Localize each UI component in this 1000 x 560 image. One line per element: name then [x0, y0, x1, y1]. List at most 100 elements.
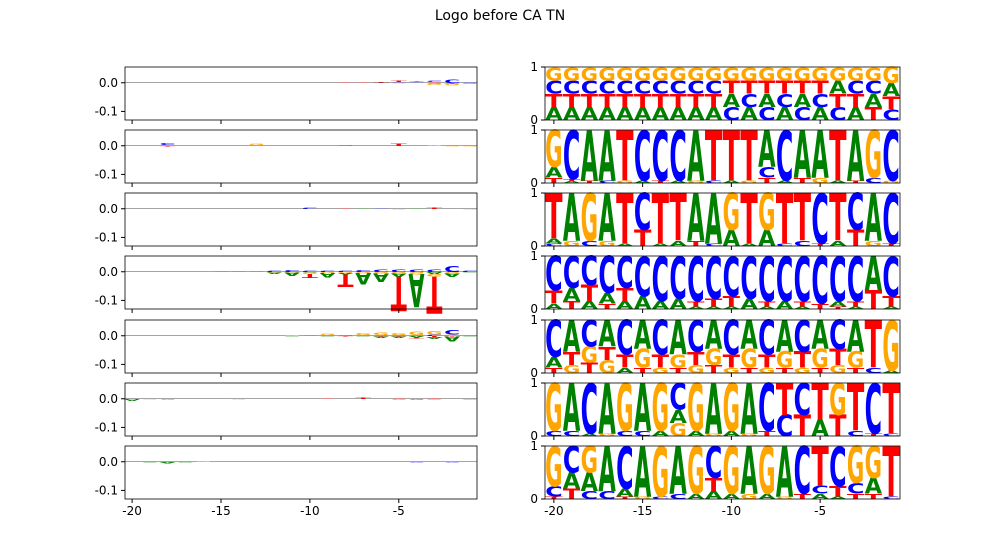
freq-letter-t: T: [794, 180, 811, 256]
freq-letter-a: A: [634, 312, 651, 359]
freq-letter-c: C: [687, 246, 704, 317]
axes-frame: [124, 445, 478, 500]
freq-letter-a: A: [847, 103, 865, 124]
freq-letter-g: G: [598, 356, 615, 377]
freq-letter-t: T: [652, 351, 669, 372]
freq-letter-a: A: [758, 306, 776, 310]
freq-letter-a: A: [687, 103, 705, 124]
freq-letter-g: G: [616, 64, 633, 85]
x-tick-label: -20: [122, 504, 142, 518]
freq-letter-t: T: [811, 437, 828, 500]
freq-letter-a: A: [669, 311, 687, 366]
freq-letter-t: T: [740, 118, 758, 198]
freq-letter-a: A: [581, 103, 599, 124]
weight-letter-t: T: [426, 398, 443, 399]
freq-letter-g: G: [687, 180, 704, 184]
freq-letter-c: C: [865, 367, 882, 375]
freq-letter-c: C: [634, 184, 651, 243]
freq-letter-a: A: [740, 312, 757, 359]
freq-letter-a: A: [740, 370, 758, 451]
weight-letter-g: G: [409, 399, 425, 400]
freq-letter-c: C: [687, 312, 704, 363]
freq-letter-g: G: [740, 492, 757, 501]
weight-letter-t: T: [337, 82, 354, 83]
freq-letter-g: G: [723, 435, 740, 510]
freq-letter-c: C: [847, 184, 864, 243]
freq-letter-c: C: [882, 496, 899, 500]
freq-letter-t: T: [776, 376, 794, 426]
y-tick-label: 0: [530, 302, 538, 316]
weight-letter-c: C: [373, 335, 389, 336]
weight-letter-a: A: [320, 335, 337, 336]
freq-letter-g: G: [598, 64, 615, 85]
freq-letter-c: C: [865, 177, 882, 185]
freq-letter-c: C: [776, 117, 793, 197]
x-tick-label: -10: [300, 504, 320, 518]
weight-letter-g: G: [337, 271, 353, 273]
freq-letter-a: A: [882, 79, 900, 100]
freq-letter-a: A: [687, 429, 704, 437]
freq-letter-c: C: [865, 76, 882, 97]
weight-letter-t: T: [391, 81, 408, 83]
freq-letter-a: A: [865, 90, 883, 111]
axes-frame: [124, 66, 478, 121]
freq-letter-t: T: [811, 303, 829, 311]
freq-letter-a: A: [723, 90, 741, 111]
freq-letter-c: C: [598, 180, 615, 184]
freq-letter-c: C: [847, 430, 864, 438]
axes-frame: [124, 255, 478, 310]
freq-letter-t: T: [616, 351, 633, 372]
freq-letter-t: T: [634, 226, 652, 252]
freq-letter-c: C: [563, 430, 580, 438]
freq-letter-a: A: [882, 370, 900, 374]
freq-letter-a: A: [794, 306, 812, 310]
freq-letter-t: T: [563, 486, 581, 503]
freq-letter-t: T: [865, 104, 882, 125]
freq-letter-a: A: [723, 180, 741, 184]
freq-letter-g: G: [829, 375, 846, 426]
weight-letter-c: C: [409, 335, 425, 336]
weight-letter-c: C: [355, 335, 371, 336]
freq-letter-a: A: [545, 103, 563, 124]
freq-letter-c: C: [794, 312, 811, 363]
freq-letter-t: T: [829, 90, 846, 111]
freq-letter-t: T: [758, 77, 775, 98]
weight-letter-t: T: [426, 82, 443, 83]
weight-letter-g: G: [284, 335, 300, 336]
y-tick-label: -0.1: [95, 357, 118, 371]
freq-letter-t: T: [794, 493, 812, 501]
y-tick-label: 1: [530, 313, 538, 327]
freq-letter-t: T: [847, 300, 865, 308]
weight-letter-a: A: [462, 336, 479, 337]
freq-letter-c: C: [740, 246, 757, 313]
freq-letter-c: C: [545, 311, 562, 370]
axes-frame: [544, 66, 901, 121]
freq-letter-t: T: [705, 475, 722, 496]
freq-letter-c: C: [705, 438, 722, 489]
freq-letter-c: C: [794, 375, 811, 426]
freq-letter-c: C: [758, 246, 775, 317]
weight-letter-c: C: [373, 208, 389, 209]
freq-letter-g: G: [811, 64, 828, 85]
freq-letter-a: A: [829, 239, 846, 247]
freq-letter-t: T: [545, 90, 562, 111]
freq-letter-g: G: [705, 433, 722, 437]
freq-letter-c: C: [758, 370, 775, 447]
freq-letter-t: T: [581, 281, 599, 307]
weight-letter-a: A: [462, 271, 479, 272]
freq-letter-a: A: [811, 118, 828, 194]
y-tick-label: -0.1: [95, 293, 118, 307]
freq-letter-a: A: [634, 103, 652, 124]
freq-letter-c: C: [776, 90, 793, 111]
y-tick-label: 0: [530, 239, 538, 253]
freq-letter-a: A: [705, 312, 722, 359]
freq-letter-c: C: [811, 243, 828, 320]
freq-letter-t: T: [740, 77, 757, 98]
freq-letter-t: T: [794, 410, 812, 443]
weight-letter-g: G: [355, 333, 371, 336]
freq-letter-a: A: [563, 181, 580, 257]
freq-letter-g: G: [634, 344, 651, 374]
weight-letter-g: G: [266, 272, 282, 273]
freq-letter-c: C: [811, 180, 828, 260]
freq-letter-a: A: [581, 433, 599, 437]
